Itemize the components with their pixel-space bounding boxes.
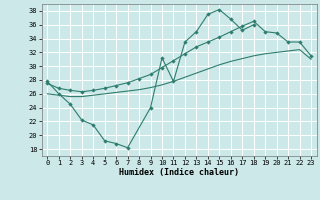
X-axis label: Humidex (Indice chaleur): Humidex (Indice chaleur) <box>119 168 239 177</box>
